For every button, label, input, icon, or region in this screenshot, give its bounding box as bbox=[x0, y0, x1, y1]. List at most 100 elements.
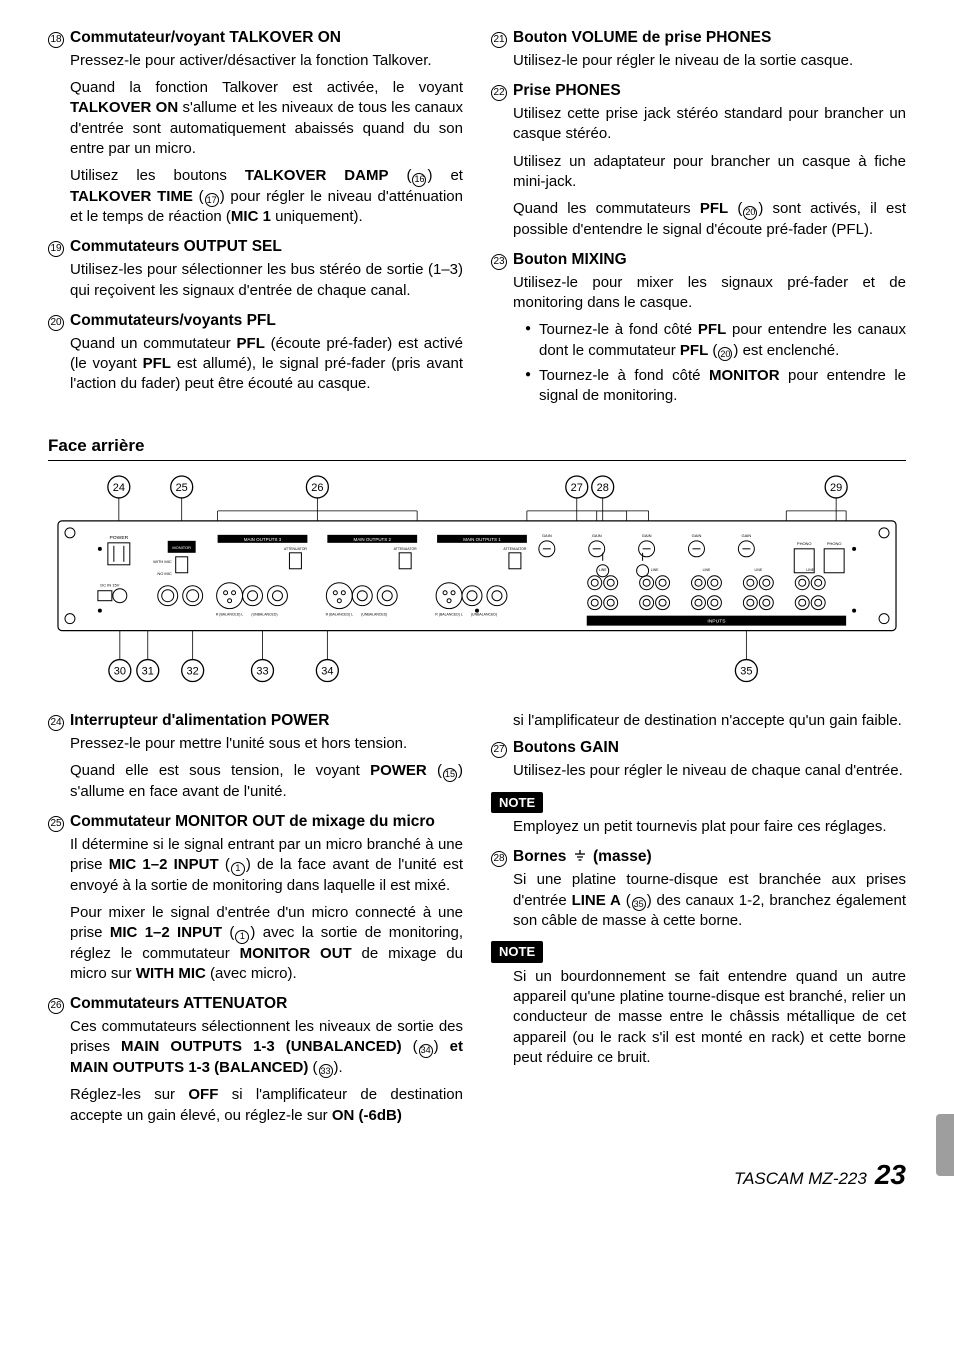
item-title: Interrupteur d'alimentation POWER bbox=[70, 711, 329, 732]
svg-text:32: 32 bbox=[187, 666, 199, 678]
svg-text:35: 35 bbox=[740, 666, 752, 678]
footer: TASCAM MZ-223 23 bbox=[48, 1156, 906, 1194]
top-columns: 18 Commutateur/voyant TALKOVER ONPressez-… bbox=[48, 28, 906, 417]
item-para: Pressez-le pour activer/désactiver la fo… bbox=[70, 51, 463, 71]
item-para: Utilisez-le pour mixer les signaux pré-f… bbox=[513, 273, 906, 314]
svg-text:LINE: LINE bbox=[703, 568, 711, 572]
svg-text:R (BALANCED) L: R (BALANCED) L bbox=[435, 613, 463, 617]
bottom-left-col: 24 Interrupteur d'alimentation POWERPress… bbox=[48, 711, 463, 1136]
svg-text:MAIN OUTPUTS 1: MAIN OUTPUTS 1 bbox=[463, 537, 501, 542]
footer-model: TASCAM MZ-223 bbox=[734, 1168, 867, 1191]
svg-text:DC IN 15V: DC IN 15V bbox=[100, 583, 119, 588]
diagram-svg: 24 25 26 27 28 29 POWER DC IN 15V bbox=[48, 471, 906, 690]
item-18: 18 Commutateur/voyant TALKOVER ONPressez-… bbox=[48, 28, 463, 227]
item-num: 26 bbox=[48, 998, 64, 1014]
svg-text:R (BALANCED) L: R (BALANCED) L bbox=[216, 613, 244, 617]
item-25: 25 Commutateur MONITOR OUT de mixage du m… bbox=[48, 812, 463, 984]
item-num: 20 bbox=[48, 315, 64, 331]
svg-text:ATTENUATOR: ATTENUATOR bbox=[503, 547, 527, 551]
svg-text:(UNBALANCED): (UNBALANCED) bbox=[251, 613, 277, 617]
item-27: 27 Boutons GAINUtilisez-les pour régler l… bbox=[491, 738, 906, 781]
svg-text:GAIN: GAIN bbox=[542, 533, 552, 538]
item-title: Prise PHONES bbox=[513, 81, 621, 102]
svg-text:26: 26 bbox=[311, 482, 323, 494]
item-title: Bornes (masse) bbox=[513, 847, 652, 868]
item-title: Bouton VOLUME de prise PHONES bbox=[513, 28, 771, 49]
item-num: 21 bbox=[491, 32, 507, 48]
item-num: 25 bbox=[48, 816, 64, 832]
bullet: Tournez-le à fond côté PFL pour entendre… bbox=[525, 320, 906, 361]
svg-text:28: 28 bbox=[597, 482, 609, 494]
item-title: Commutateur/voyant TALKOVER ON bbox=[70, 28, 341, 49]
item-para: Utilisez-les pour sélectionner les bus s… bbox=[70, 260, 463, 301]
item-para: Il détermine si le signal entrant par un… bbox=[70, 835, 463, 896]
item-para: Utilisez les boutons TALKOVER DAMP (16) … bbox=[70, 166, 463, 227]
cont-para: si l'amplificateur de destination n'acce… bbox=[513, 711, 906, 731]
svg-text:ATTENUATOR: ATTENUATOR bbox=[284, 547, 308, 551]
item-num: 22 bbox=[491, 85, 507, 101]
item-num: 19 bbox=[48, 241, 64, 257]
svg-text:WITH MIC: WITH MIC bbox=[153, 559, 172, 564]
item-19: 19 Commutateurs OUTPUT SELUtilisez-les po… bbox=[48, 237, 463, 300]
svg-text:24: 24 bbox=[113, 482, 125, 494]
svg-text:LINE: LINE bbox=[651, 568, 659, 572]
note-text: Employez un petit tournevis plat pour fa… bbox=[513, 817, 906, 837]
item-para: Si une platine tourne-disque est branché… bbox=[513, 870, 906, 931]
item-title: Commutateurs ATTENUATOR bbox=[70, 994, 287, 1015]
svg-text:MAIN OUTPUTS 3: MAIN OUTPUTS 3 bbox=[244, 537, 282, 542]
note-text: Si un bourdonnement se fait entendre qua… bbox=[513, 967, 906, 1068]
item-num: 27 bbox=[491, 742, 507, 758]
item-para: Utilisez-le pour régler le niveau de la … bbox=[513, 51, 906, 71]
item-para: Utilisez cette prise jack stéréo standar… bbox=[513, 104, 906, 145]
svg-text:MONITOR: MONITOR bbox=[172, 545, 191, 550]
item-num: 24 bbox=[48, 715, 64, 731]
footer-page: 23 bbox=[875, 1156, 906, 1194]
note-badge: NOTE bbox=[491, 792, 543, 814]
item-para: Utilisez un adaptateur pour brancher un … bbox=[513, 152, 906, 193]
bottom-columns: 24 Interrupteur d'alimentation POWERPress… bbox=[48, 711, 906, 1136]
svg-text:PHONO: PHONO bbox=[797, 541, 812, 546]
svg-text:NO MIC: NO MIC bbox=[157, 571, 172, 576]
svg-text:29: 29 bbox=[830, 482, 842, 494]
item-num: 18 bbox=[48, 32, 64, 48]
item-title: Boutons GAIN bbox=[513, 738, 619, 759]
svg-text:GAIN: GAIN bbox=[642, 533, 652, 538]
item-para: Utilisez-les pour régler le niveau de ch… bbox=[513, 761, 906, 781]
svg-text:34: 34 bbox=[321, 666, 333, 678]
svg-text:31: 31 bbox=[142, 666, 154, 678]
item-para: Pour mixer le signal d'entrée d'un micro… bbox=[70, 903, 463, 984]
top-left-col: 18 Commutateur/voyant TALKOVER ONPressez-… bbox=[48, 28, 463, 417]
item-26: 26 Commutateurs ATTENUATORCes commutateur… bbox=[48, 994, 463, 1126]
svg-text:25: 25 bbox=[176, 482, 188, 494]
svg-text:30: 30 bbox=[114, 666, 126, 678]
item-para: Quand elle est sous tension, le voyant P… bbox=[70, 761, 463, 802]
item-22: 22 Prise PHONESUtilisez cette prise jack … bbox=[491, 81, 906, 240]
rear-panel-diagram: 24 25 26 27 28 29 POWER DC IN 15V bbox=[48, 471, 906, 697]
item-num: 23 bbox=[491, 254, 507, 270]
label-power: POWER bbox=[109, 535, 128, 541]
svg-text:(UNBALANCED): (UNBALANCED) bbox=[361, 613, 387, 617]
item-28: 28Bornes (masse)Si une platine tourne-di… bbox=[491, 847, 906, 931]
item-para: Quand un commutateur PFL (écoute pré-fad… bbox=[70, 334, 463, 395]
item-21: 21 Bouton VOLUME de prise PHONESUtilisez-… bbox=[491, 28, 906, 71]
item-para: Ces commutateurs sélectionnent les nivea… bbox=[70, 1017, 463, 1078]
item-para: Pressez-le pour mettre l'unité sous et h… bbox=[70, 734, 463, 754]
item-para: Quand la fonction Talkover est activée, … bbox=[70, 78, 463, 159]
svg-text:LINE: LINE bbox=[806, 568, 814, 572]
svg-text:(UNBALANCED): (UNBALANCED) bbox=[471, 613, 497, 617]
svg-text:27: 27 bbox=[571, 482, 583, 494]
note-badge: NOTE bbox=[491, 941, 543, 963]
item-title: Commutateurs OUTPUT SEL bbox=[70, 237, 282, 258]
bottom-right-col: si l'amplificateur de destination n'acce… bbox=[491, 711, 906, 1136]
svg-text:PHONO: PHONO bbox=[827, 541, 842, 546]
item-para: Réglez-les sur OFF si l'amplificateur de… bbox=[70, 1085, 463, 1126]
svg-text:INPUTS: INPUTS bbox=[707, 619, 726, 625]
svg-text:LINE: LINE bbox=[754, 568, 762, 572]
item-para: Quand les commutateurs PFL (20) sont act… bbox=[513, 199, 906, 240]
svg-text:MAIN OUTPUTS 2: MAIN OUTPUTS 2 bbox=[353, 537, 391, 542]
bullet: Tournez-le à fond côté MONITOR pour ente… bbox=[525, 366, 906, 407]
svg-text:ATTENUATOR: ATTENUATOR bbox=[394, 547, 418, 551]
item-title: Commutateur MONITOR OUT de mixage du mic… bbox=[70, 812, 435, 833]
item-title: Commutateurs/voyants PFL bbox=[70, 311, 276, 332]
item-20: 20 Commutateurs/voyants PFLQuand un commu… bbox=[48, 311, 463, 395]
